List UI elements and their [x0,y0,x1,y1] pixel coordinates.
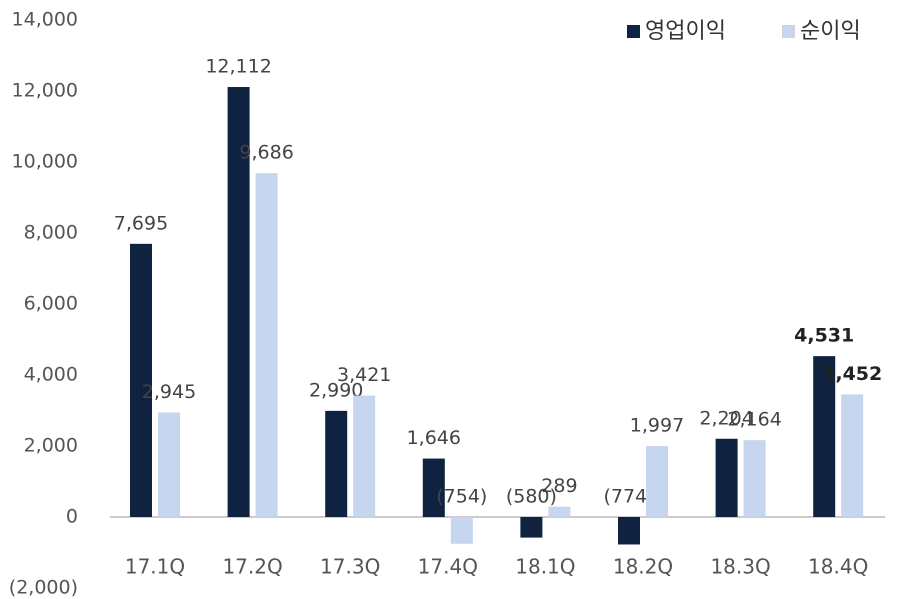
x-tick-label: 18.4Q [808,555,868,579]
value-label: 2,990 [309,379,363,401]
x-tick-label: 18.3Q [710,555,770,579]
bar [618,517,640,545]
x-tick-label: 18.2Q [613,555,673,579]
bar [158,412,180,517]
bar [548,506,571,517]
bar [422,458,445,517]
value-label: 289 [541,475,577,497]
x-tick-label: 17.4Q [418,555,478,579]
value-label: 1,646 [407,427,461,449]
x-tick-label: 17.2Q [222,555,282,579]
value-label: (754) [436,486,487,508]
value-label: 12,112 [205,56,271,78]
value-label: 7,695 [114,212,168,234]
y-tick-label: 8,000 [24,222,78,244]
value-label: 2,164 [727,409,781,431]
y-tick-label: 6,000 [24,293,78,315]
value-label: 1,997 [630,415,684,437]
legend-swatch [627,25,640,38]
bar [743,440,766,517]
bar [130,243,152,517]
value-label: (580) [506,486,557,508]
x-tick-label: 17.3Q [320,555,380,579]
y-tick-label: 10,000 [12,151,78,173]
x-tick-label: 18.1Q [515,555,575,579]
bar [325,410,348,517]
y-tick-label: (2,000) [9,577,78,599]
bar [646,446,668,517]
bar [520,517,543,538]
legend-swatch [782,25,795,38]
bar [255,173,278,517]
value-label: 3,452 [822,363,882,385]
y-tick-label: 0 [66,506,78,528]
y-tick-label: 14,000 [12,9,78,31]
value-label: 2,204 [699,407,753,429]
bar [450,517,473,544]
y-tick-label: 2,000 [24,435,78,457]
value-label: 4,531 [794,325,854,347]
y-tick-label: 12,000 [12,80,78,102]
bar [227,87,250,518]
y-tick-label: 4,000 [24,364,78,386]
bar [813,356,836,517]
legend-label: 영업이익 [645,19,726,44]
legend-label: 순이익 [800,19,861,44]
value-label: 3,421 [337,364,391,386]
value-label: 9,686 [239,142,293,164]
bar [353,395,376,517]
value-label: (774) [603,486,654,508]
bar [715,438,738,517]
bar [841,394,864,517]
value-label: 2,945 [142,381,196,403]
x-tick-label: 17.1Q [125,555,185,579]
